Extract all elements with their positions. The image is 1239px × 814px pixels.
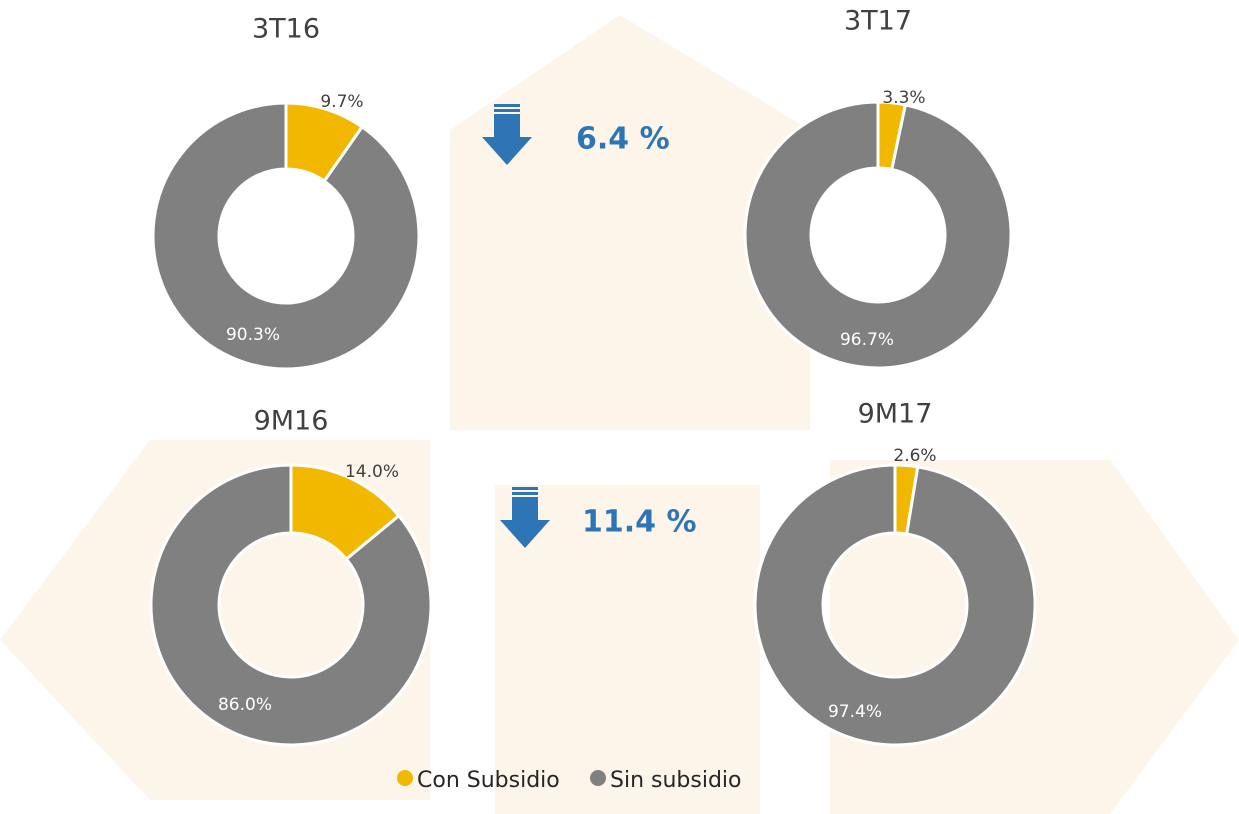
legend-label: Con Subsidio: [417, 768, 560, 793]
annotation: 11.4 %: [582, 505, 697, 540]
chart-title: 9M16: [254, 406, 329, 437]
value-label: 2.6%: [893, 446, 936, 466]
legend-swatch: [397, 770, 413, 786]
donut-slice: [743, 100, 1013, 370]
chart-title: 9M17: [858, 399, 933, 430]
donut-slice: [149, 463, 433, 747]
legend-swatch: [590, 770, 606, 786]
donut-slice: [753, 463, 1037, 747]
annotation: 6.4 %: [576, 122, 670, 157]
value-label: 96.7%: [840, 330, 894, 350]
donut-slice: [151, 101, 421, 371]
value-label: 90.3%: [226, 325, 280, 345]
value-label: 14.0%: [345, 462, 399, 482]
value-label: 86.0%: [218, 695, 272, 715]
chart-title: 3T17: [844, 6, 912, 37]
down-arrow: [482, 104, 550, 548]
legend-label: Sin subsidio: [610, 768, 742, 793]
value-label: 3.3%: [882, 88, 925, 108]
value-label: 9.7%: [320, 92, 363, 112]
value-label: 97.4%: [828, 702, 882, 722]
chart-title: 3T16: [252, 14, 320, 45]
